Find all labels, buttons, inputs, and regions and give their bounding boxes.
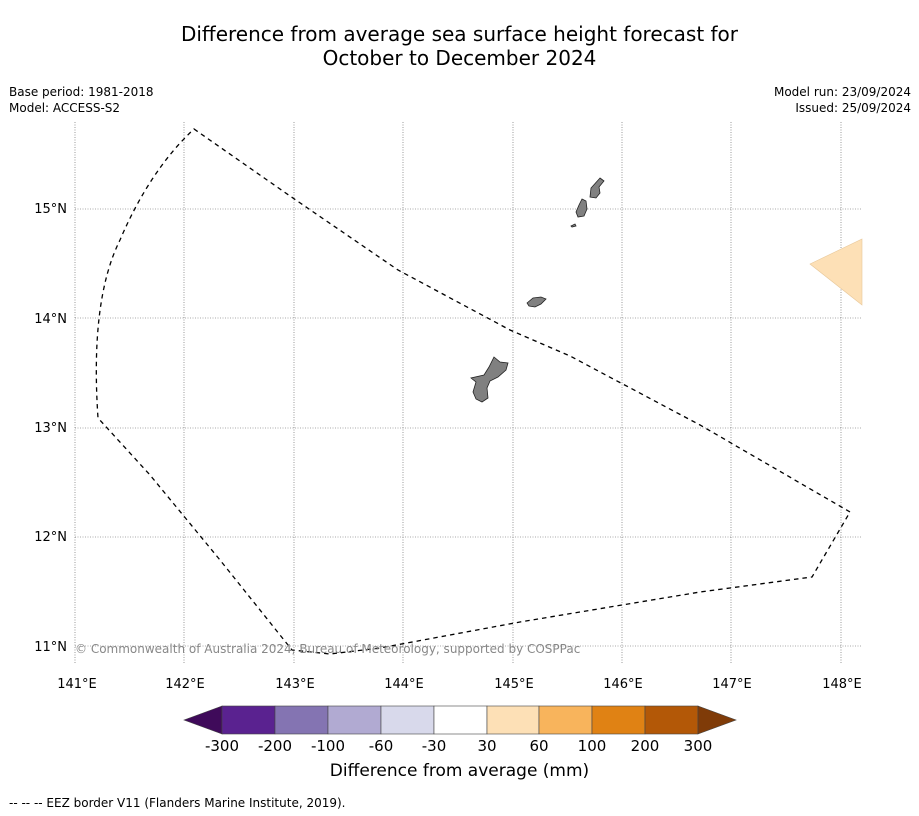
- lat-label-12: 12°N: [34, 530, 67, 545]
- model-name: Model: ACCESS-S2: [9, 101, 121, 115]
- island-aguijan: [570, 223, 577, 228]
- model-run: Model run: 23/09/2024: [773, 85, 911, 99]
- colorbar: [183, 705, 737, 735]
- lon-label-147: 147°E: [712, 677, 752, 692]
- colorbar-label: Difference from average (mm): [329, 761, 590, 781]
- colorbar-segment-7: [538, 705, 593, 735]
- island-guam: [470, 356, 509, 403]
- colorbar-tick: -60: [369, 737, 394, 755]
- lon-label-141: 141°E: [57, 677, 97, 692]
- colorbar-segment-8: [591, 705, 646, 735]
- colorbar-segment-2: [274, 705, 329, 735]
- title-line-2: October to December 2024: [322, 46, 597, 70]
- colorbar-segment-4: [380, 705, 435, 735]
- colorbar-ticks: -300 -200 -100 -60 -30 30 60 100 200 300: [205, 737, 712, 755]
- eez-border: [95, 128, 851, 655]
- eez-legend: -- -- -- EEZ border V11 (Flanders Marine…: [9, 796, 346, 810]
- lon-labels: 141°E 142°E 143°E 144°E 145°E 146°E 147°…: [57, 677, 862, 692]
- lat-labels: 15°N 14°N 13°N 12°N 11°N: [34, 202, 67, 655]
- lon-label-142: 142°E: [165, 677, 205, 692]
- colorbar-tick: 200: [631, 737, 660, 755]
- meta-left: Base period: 1981-2018 Model: ACCESS-S2: [9, 84, 154, 116]
- colorbar-segment-1: [221, 705, 276, 735]
- colorbar-segment-6: [486, 705, 540, 735]
- colorbar-segment-3: [327, 705, 382, 735]
- anomaly-patch: [809, 238, 863, 306]
- issued-date: Issued: 25/09/2024: [795, 101, 911, 115]
- colorbar-tick: 60: [529, 737, 548, 755]
- colorbar-tick: -30: [422, 737, 447, 755]
- colorbar-extend-low: [183, 705, 223, 735]
- colorbar-tick: 300: [684, 737, 713, 755]
- lon-label-148: 148°E: [822, 677, 862, 692]
- title-line-1: Difference from average sea surface heig…: [180, 22, 739, 46]
- lat-label-13: 13°N: [34, 421, 67, 436]
- lon-label-144: 144°E: [384, 677, 424, 692]
- island-rota: [526, 296, 547, 308]
- lat-label-11: 11°N: [34, 640, 67, 655]
- island-tinian: [575, 198, 588, 218]
- colorbar-segment-9: [644, 705, 699, 735]
- colorbar-extend-high: [697, 705, 737, 735]
- lat-label-15: 15°N: [34, 202, 67, 217]
- island-saipan: [589, 177, 605, 199]
- colorbar-tick: 30: [477, 737, 496, 755]
- map-title: Difference from average sea surface heig…: [0, 22, 919, 70]
- colorbar-tick: -100: [311, 737, 345, 755]
- colorbar-segment-5: [433, 705, 488, 735]
- base-period: Base period: 1981-2018: [9, 85, 154, 99]
- lat-label-14: 14°N: [34, 312, 67, 327]
- meta-right: Model run: 23/09/2024 Issued: 25/09/2024: [774, 84, 911, 116]
- lon-label-146: 146°E: [603, 677, 643, 692]
- gridlines: [74, 122, 862, 663]
- colorbar-tick: -300: [205, 737, 239, 755]
- colorbar-tick: 100: [578, 737, 607, 755]
- lon-label-143: 143°E: [275, 677, 315, 692]
- land-masses: [470, 177, 605, 403]
- lon-label-145: 145°E: [494, 677, 534, 692]
- colorbar-tick: -200: [258, 737, 292, 755]
- copyright-text: © Commonwealth of Australia 2024, Bureau…: [75, 642, 580, 656]
